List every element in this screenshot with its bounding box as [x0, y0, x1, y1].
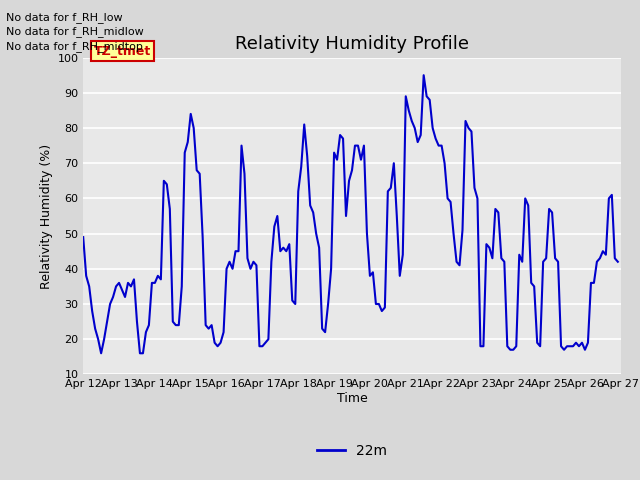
Title: Relativity Humidity Profile: Relativity Humidity Profile: [235, 35, 469, 53]
Text: No data for f_RH_midtop: No data for f_RH_midtop: [6, 41, 143, 52]
X-axis label: Time: Time: [337, 392, 367, 405]
Legend: 22m: 22m: [312, 438, 392, 464]
Y-axis label: Relativity Humidity (%): Relativity Humidity (%): [40, 144, 53, 288]
Text: No data for f_RH_midlow: No data for f_RH_midlow: [6, 26, 144, 37]
Text: No data for f_RH_low: No data for f_RH_low: [6, 12, 123, 23]
Text: TZ_tmet: TZ_tmet: [94, 45, 151, 58]
